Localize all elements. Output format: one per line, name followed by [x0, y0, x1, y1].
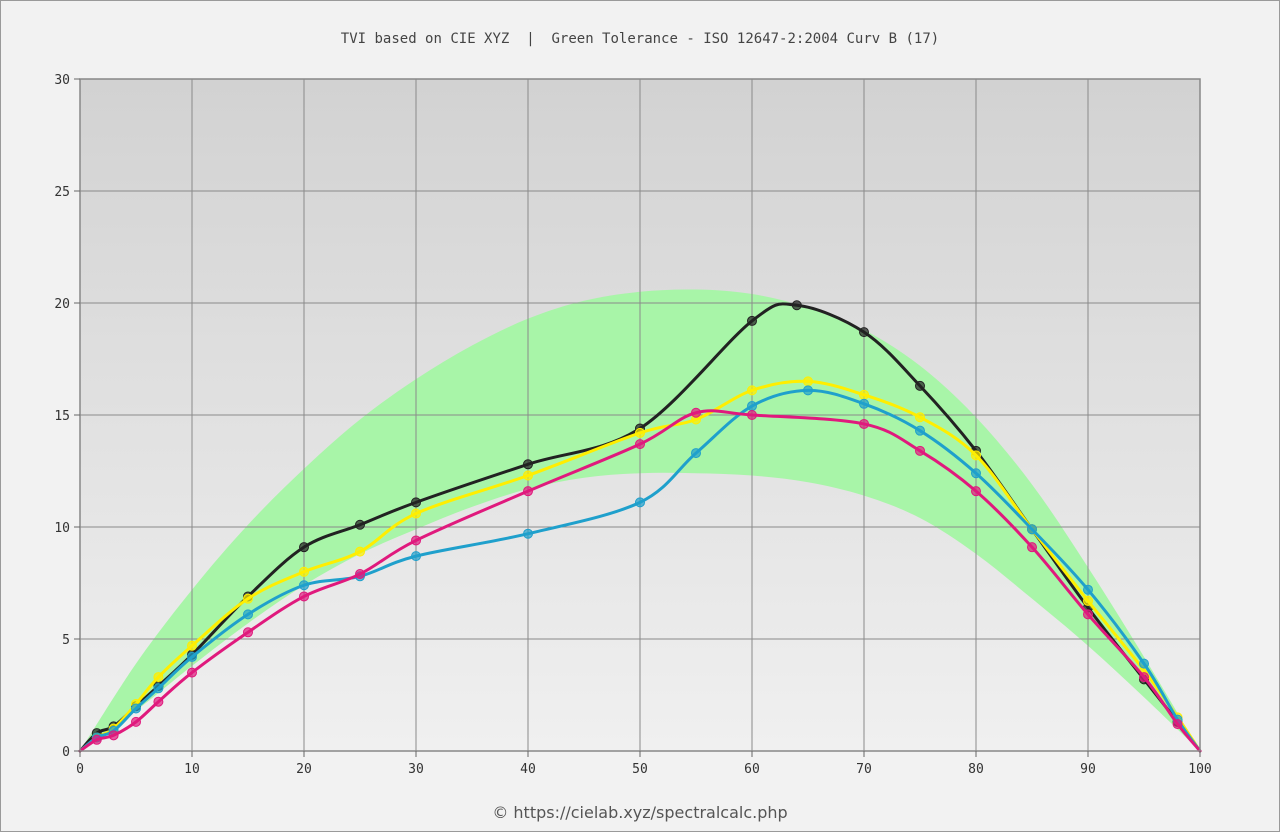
series-2-point	[859, 389, 869, 400]
tolerance-band	[80, 289, 1200, 751]
x-tick-label: 80	[968, 762, 984, 777]
series-3-point	[153, 683, 164, 694]
series-1-point	[791, 300, 802, 311]
series-4-point	[971, 486, 981, 497]
series-1-point	[523, 459, 533, 470]
series-2-point	[355, 546, 365, 557]
series-3-point	[859, 398, 869, 409]
x-tick-label: 30	[408, 762, 424, 777]
series-3-point	[411, 551, 421, 562]
series-2-point	[747, 385, 757, 396]
series-3-point	[803, 385, 813, 396]
series-4-point	[747, 410, 757, 420]
x-tick-label: 90	[1080, 762, 1096, 777]
series-2-point	[187, 640, 197, 651]
series-4-point	[1083, 609, 1093, 620]
series-4-point	[153, 696, 164, 707]
series-4-point	[187, 667, 197, 678]
series-1-point	[747, 315, 757, 326]
series-3-point	[299, 580, 309, 591]
series-1-point	[299, 542, 309, 553]
series-1-point	[355, 519, 365, 530]
x-tick-label: 100	[1188, 762, 1211, 777]
y-tick-label: 30	[54, 73, 70, 88]
series-4-point	[108, 730, 119, 741]
series-3-point	[1139, 658, 1149, 669]
series-4-point	[1172, 719, 1183, 730]
series-2-point	[153, 672, 164, 683]
series-1-point	[859, 327, 869, 338]
x-tick-label: 50	[632, 762, 648, 777]
series-3-point	[523, 528, 533, 539]
series-3-point	[915, 425, 925, 436]
series-3-point	[747, 401, 757, 412]
series-3-point	[1027, 524, 1037, 535]
x-tick-label: 60	[744, 762, 760, 777]
series-2-point	[915, 412, 925, 423]
footer-credit: © https://cielab.xyz/spectralcalc.php	[492, 803, 788, 822]
series-4-point	[131, 716, 141, 727]
series-2-point	[411, 508, 421, 519]
series-layer	[78, 300, 1202, 753]
y-tick-label: 10	[54, 521, 70, 536]
series-4-point	[859, 418, 869, 429]
series-2-point	[1083, 595, 1093, 606]
series-4-point	[523, 486, 533, 497]
series-2-point	[635, 427, 645, 438]
x-tick-label: 0	[76, 762, 84, 777]
series-3-point	[1083, 584, 1093, 595]
series-2-point	[523, 470, 533, 481]
series-2-point	[299, 566, 309, 577]
chart-title: TVI based on CIE XYZ | Green Tolerance -…	[340, 31, 940, 47]
series-4-point	[635, 439, 645, 450]
x-tick-label: 20	[296, 762, 312, 777]
series-3-point	[691, 448, 701, 459]
y-tick-label: 0	[62, 745, 70, 760]
series-4-point	[299, 591, 309, 602]
y-tick-label: 5	[62, 633, 70, 648]
series-2-point	[971, 450, 981, 461]
series-2-point	[243, 593, 253, 604]
series-1-point	[915, 380, 925, 391]
series-1-point	[411, 497, 421, 508]
tolerance-band-layer	[80, 289, 1200, 751]
series-4-point	[1139, 672, 1149, 683]
axis-layer: 0 10 20 30 40 50 60 70 80 90 100 0 5 10 15 20 25 30	[54, 73, 1211, 777]
series-3-point	[971, 468, 981, 479]
y-tick-label: 15	[54, 409, 70, 424]
y-tick-label: 25	[54, 185, 70, 200]
series-3-point	[131, 703, 141, 714]
series-3-point	[635, 497, 645, 508]
x-tick-label: 10	[184, 762, 200, 777]
series-4-point	[411, 535, 421, 546]
series-3-point	[187, 651, 197, 662]
x-tick-label: 40	[520, 762, 536, 777]
series-3-point	[243, 609, 253, 620]
y-tick-label: 20	[54, 297, 70, 312]
series-2-point	[803, 376, 813, 387]
series-4-point	[915, 445, 925, 456]
x-tick-label: 70	[856, 762, 872, 777]
series-4-point	[243, 627, 253, 638]
series-4-point	[1027, 542, 1037, 553]
series-4-point	[355, 569, 365, 580]
series-4-point	[691, 407, 701, 418]
series-4-point	[91, 734, 102, 745]
